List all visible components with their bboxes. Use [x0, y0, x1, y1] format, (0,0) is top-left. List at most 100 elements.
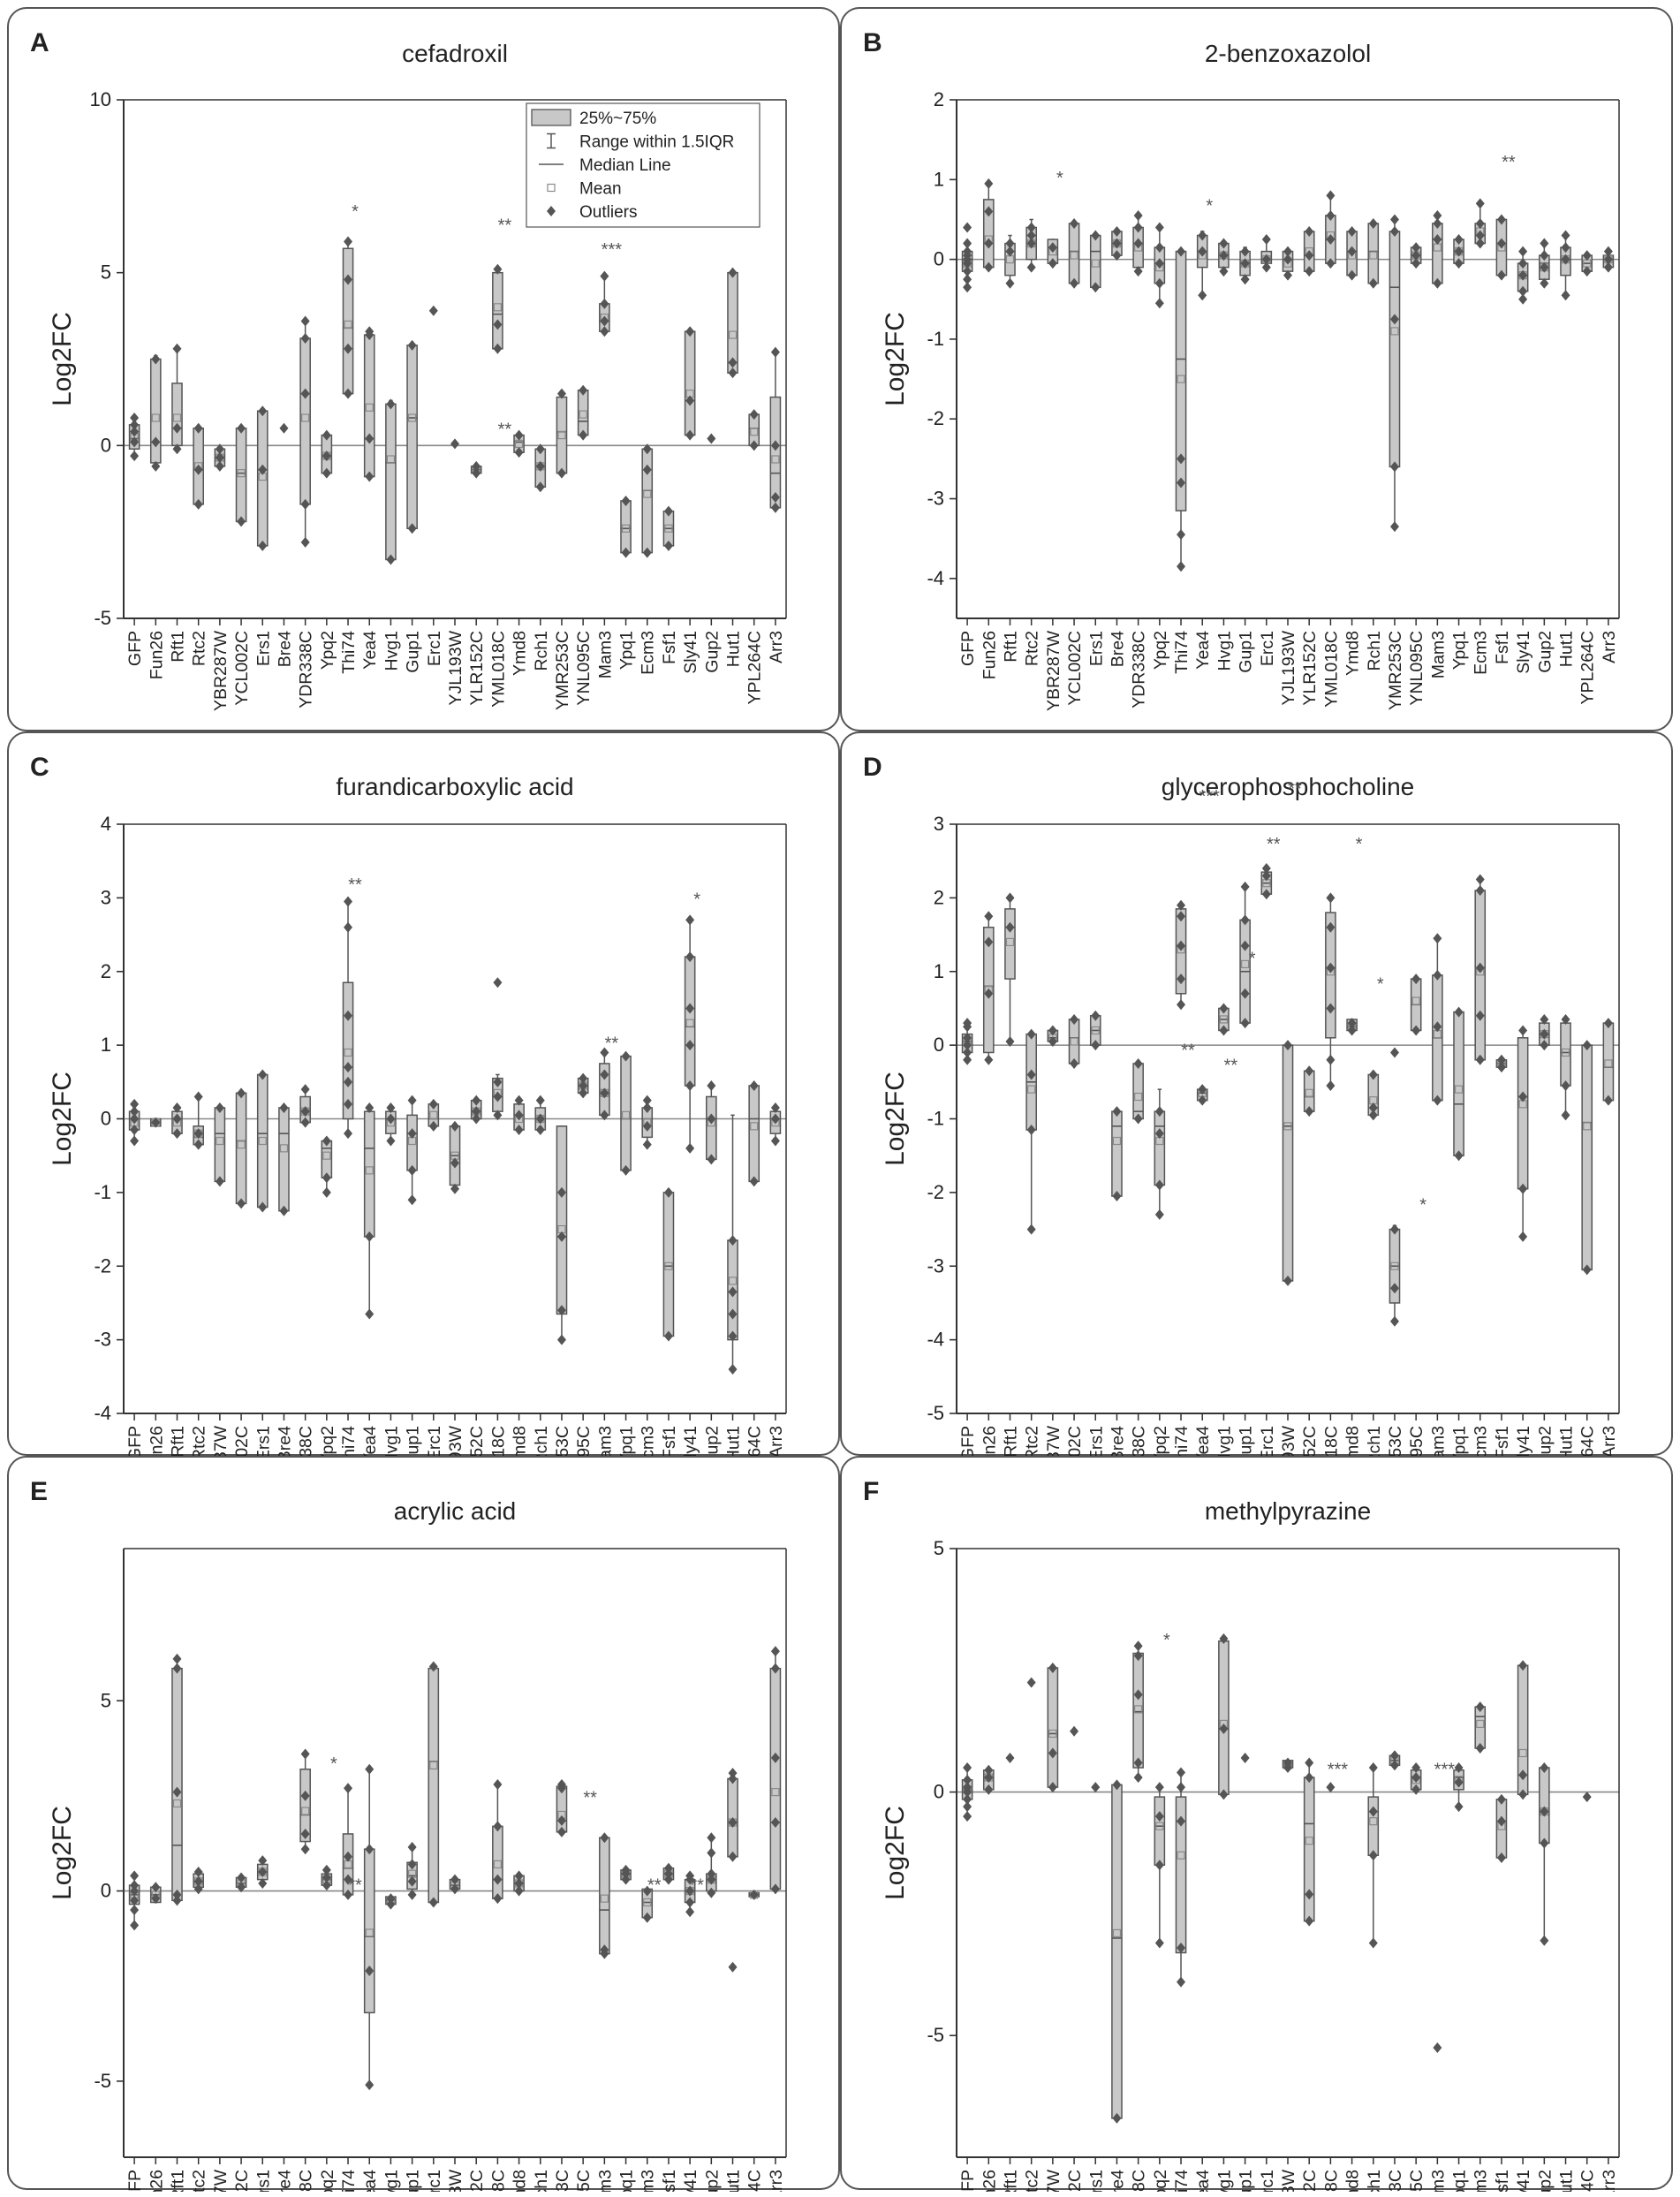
legend-label: Mean [579, 180, 622, 199]
data-point [493, 1874, 503, 1885]
x-tick-label: Rch1 [532, 2170, 551, 2192]
mean-marker [301, 1807, 310, 1815]
data-point [193, 498, 203, 510]
box-gup1 [406, 339, 418, 534]
data-point [151, 353, 161, 365]
data-point [728, 1308, 738, 1320]
box-ymd8 [513, 1095, 525, 1136]
data-point [151, 1117, 161, 1128]
data-point [963, 1032, 972, 1043]
data-point [130, 1885, 140, 1897]
x-tick-label: Hut1 [1557, 2170, 1577, 2192]
data-point [450, 1157, 459, 1169]
panel-letter: C [30, 753, 49, 782]
data-point [1112, 226, 1122, 238]
data-point [258, 540, 268, 551]
data-point [535, 1095, 545, 1106]
data-point [193, 1128, 203, 1140]
data-point [642, 1139, 652, 1150]
data-point [1091, 230, 1101, 241]
data-point [1177, 973, 1186, 985]
mean-marker [1177, 1851, 1185, 1860]
legend-outlier-swatch [547, 206, 556, 216]
data-point [1154, 1811, 1164, 1822]
data-point [151, 1893, 161, 1905]
legend-label: Outliers [579, 203, 637, 222]
box-rft1 [1005, 1753, 1015, 1764]
significance-marker: * [352, 202, 359, 222]
data-point [728, 1851, 738, 1862]
x-tick-label: Sly41 [1514, 1426, 1533, 1458]
data-point [770, 1113, 780, 1125]
box-ypq2 [321, 1864, 333, 1891]
data-point [1540, 1806, 1549, 1817]
y-tick-label: 2 [934, 886, 944, 908]
x-tick-label: YMR253C [553, 1426, 572, 1458]
data-point [258, 1877, 268, 1889]
data-point [1433, 969, 1442, 981]
data-point [600, 1832, 609, 1844]
data-point [1433, 1095, 1442, 1106]
iqr-box [706, 1095, 717, 1161]
box-ymr253c [1389, 1047, 1401, 1327]
data-point [130, 1920, 140, 1931]
data-point [770, 1102, 780, 1113]
box-ydr338c [299, 315, 311, 548]
box-ydr338c [1132, 1057, 1144, 1125]
data-point [556, 1334, 566, 1345]
x-tick-label: YNL095C [1407, 631, 1426, 706]
box-ylr152c [470, 460, 482, 479]
data-point [1326, 1782, 1336, 1793]
significance-marker: *** [1434, 1760, 1456, 1779]
data-point [663, 1874, 673, 1885]
data-point [1603, 261, 1613, 273]
data-point [1389, 314, 1399, 325]
data-point [514, 1885, 524, 1897]
data-point [1347, 1018, 1357, 1029]
data-point [685, 429, 695, 441]
data-point [1347, 1025, 1357, 1036]
data-point [344, 896, 353, 907]
x-tick-label: YCL002C [232, 1426, 252, 1458]
data-point [1496, 238, 1506, 249]
box-gfp [961, 1762, 973, 1822]
data-point [1540, 1028, 1549, 1040]
mean-marker [365, 403, 374, 412]
panel-letter: D [863, 753, 882, 782]
box-ydr338c [299, 1748, 311, 1855]
x-tick-label: YLR152C [1300, 2170, 1320, 2192]
data-point [1048, 1663, 1057, 1674]
x-tick-label: Gup1 [1237, 631, 1256, 673]
data-point [300, 1844, 310, 1855]
x-tick-label: Ymd8 [1343, 631, 1363, 676]
data-point [984, 911, 994, 922]
x-tick-label: Ers1 [254, 631, 273, 666]
data-point [728, 367, 738, 379]
box-yml018c [492, 1778, 503, 1905]
box-erc1 [428, 1661, 440, 1908]
iqr-box [1154, 1796, 1166, 1867]
data-point [1540, 261, 1549, 273]
y-tick-label: -1 [927, 328, 944, 350]
data-point [685, 1870, 695, 1882]
box-sly41 [684, 914, 696, 1154]
box-ymr253c [556, 1778, 568, 1837]
box-ypq1 [620, 1864, 632, 1885]
box-ers1 [1089, 1010, 1101, 1051]
data-point [749, 1080, 759, 1091]
y-tick-label: 5 [101, 1689, 111, 1711]
box-ylr152c [470, 1095, 482, 1125]
x-tick-label: Ers1 [1086, 2170, 1106, 2192]
data-point [450, 1874, 459, 1885]
y-tick-label: 5 [934, 1537, 944, 1559]
x-tick-label: YMR253C [1386, 1426, 1405, 1458]
box-ers1 [256, 1069, 269, 1213]
x-tick-label: Fsf1 [1493, 2170, 1512, 2192]
data-point [770, 346, 780, 358]
box-gup1 [1239, 881, 1251, 1029]
data-point [1582, 266, 1592, 277]
x-tick-label: Ecm3 [1472, 631, 1491, 675]
box-ers1 [1089, 230, 1101, 293]
significance-marker: ** [498, 420, 512, 440]
data-point [1154, 222, 1164, 233]
